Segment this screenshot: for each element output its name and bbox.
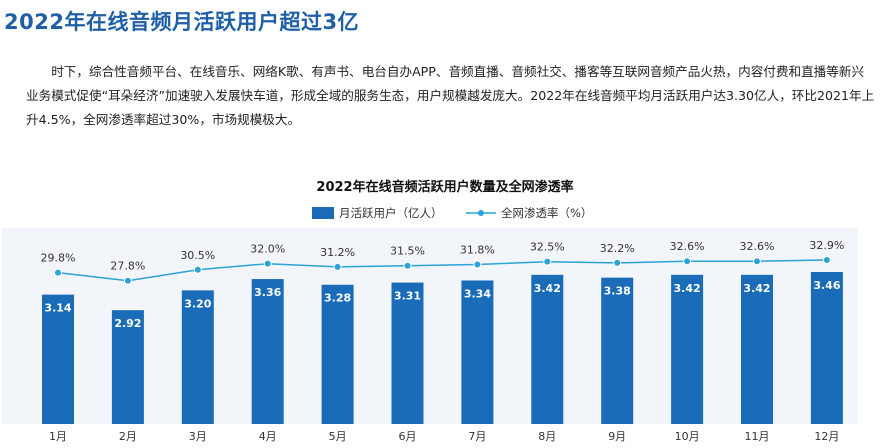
bar-value-label: 3.31 xyxy=(394,290,421,303)
x-tick-label: 2月 xyxy=(119,430,137,443)
rate-point-3 xyxy=(193,265,202,274)
bar-value-label: 3.28 xyxy=(324,292,351,305)
rate-point-2 xyxy=(123,276,132,285)
rate-line xyxy=(57,259,827,282)
legend-swatch-bar xyxy=(312,207,334,219)
legend-label-line: 全网渗透率（%） xyxy=(501,206,592,220)
bar-value-label: 3.14 xyxy=(44,302,71,315)
bar-6 xyxy=(391,282,424,424)
bar-5 xyxy=(321,284,354,424)
bar-1 xyxy=(42,294,74,424)
page-heading: 2022年在线音频月活跃用户超过3亿 xyxy=(4,10,360,34)
point-labels-group: 29.8% 27.8% 30.5% 32.0% 31.2% 31.5% 31.8% 32.5%… xyxy=(41,239,845,273)
bar-2 xyxy=(111,310,144,424)
x-axis-labels: 1月 2月 3月 4月 5月 6月 7月 8月 9月 10月 11月 12月 xyxy=(49,430,839,443)
rate-value-label: 31.2% xyxy=(320,246,355,259)
rate-point-12 xyxy=(822,256,831,265)
rate-value-label: 32.9% xyxy=(809,239,844,252)
rate-value-label: 32.0% xyxy=(250,243,285,256)
bar-8 xyxy=(531,274,564,424)
rate-point-5 xyxy=(333,262,342,271)
rate-point-9 xyxy=(613,258,622,267)
legend: 月活跃用户（亿人） 全网渗透率（%） xyxy=(312,206,592,220)
rate-point-4 xyxy=(263,259,272,268)
rate-value-label: 32.6% xyxy=(740,240,775,253)
x-tick-label: 6月 xyxy=(399,430,417,443)
points-group xyxy=(54,256,831,285)
x-tick-label: 8月 xyxy=(538,430,556,443)
x-tick-label: 7月 xyxy=(468,430,486,443)
rate-value-label: 32.5% xyxy=(530,241,565,254)
bars-group xyxy=(42,271,843,424)
rate-value-label: 32.6% xyxy=(670,240,705,253)
legend-label-bar: 月活跃用户（亿人） xyxy=(339,206,443,220)
rate-value-label: 31.5% xyxy=(390,245,425,258)
bar-value-label: 2.92 xyxy=(114,317,141,330)
rate-point-8 xyxy=(543,257,552,266)
bar-10 xyxy=(671,274,704,424)
bar-value-label: 3.42 xyxy=(743,282,770,295)
bar-11 xyxy=(741,274,773,424)
rate-value-label: 31.8% xyxy=(460,243,495,256)
rate-point-1 xyxy=(54,268,62,277)
bar-labels-group: 3.14 2.92 3.20 3.36 3.28 3.31 3.34 3.42 3.38 3.42… xyxy=(44,279,840,330)
x-tick-label: 4月 xyxy=(259,430,277,443)
bar-value-label: 3.20 xyxy=(184,297,211,310)
rate-point-7 xyxy=(473,260,482,269)
bar-7 xyxy=(461,280,494,424)
bar-value-label: 3.34 xyxy=(464,287,491,300)
rate-point-11 xyxy=(753,257,761,266)
x-tick-label: 12月 xyxy=(814,430,839,443)
x-tick-label: 1月 xyxy=(49,430,67,443)
rate-point-6 xyxy=(403,261,412,270)
bar-9 xyxy=(601,277,634,424)
x-tick-label: 5月 xyxy=(329,430,347,443)
rate-value-label: 32.2% xyxy=(600,242,635,255)
bar-value-label: 3.46 xyxy=(813,279,840,292)
x-tick-label: 3月 xyxy=(189,430,207,443)
bar-12 xyxy=(810,271,843,424)
x-tick-label: 11月 xyxy=(745,430,770,443)
rate-value-label: 29.8% xyxy=(41,252,76,265)
intro-paragraph: 时下，综合性音频平台、在线音乐、网络K歌、有声书、电台自办APP、音频直播、音频… xyxy=(26,64,875,127)
bar-value-label: 3.38 xyxy=(604,285,631,298)
x-tick-label: 9月 xyxy=(608,430,626,443)
legend-swatch-marker xyxy=(478,210,484,216)
bar-3 xyxy=(181,290,214,424)
bar-value-label: 3.36 xyxy=(254,286,281,299)
bar-4 xyxy=(251,279,284,424)
rate-value-label: 27.8% xyxy=(110,260,145,273)
chart-title: 2022年在线音频活跃用户数量及全网渗透率 xyxy=(316,179,573,195)
bar-value-label: 3.42 xyxy=(534,282,561,295)
bar-value-label: 3.42 xyxy=(674,282,701,295)
rate-point-10 xyxy=(683,257,692,266)
x-tick-label: 10月 xyxy=(675,430,700,443)
rate-value-label: 30.5% xyxy=(180,249,215,262)
